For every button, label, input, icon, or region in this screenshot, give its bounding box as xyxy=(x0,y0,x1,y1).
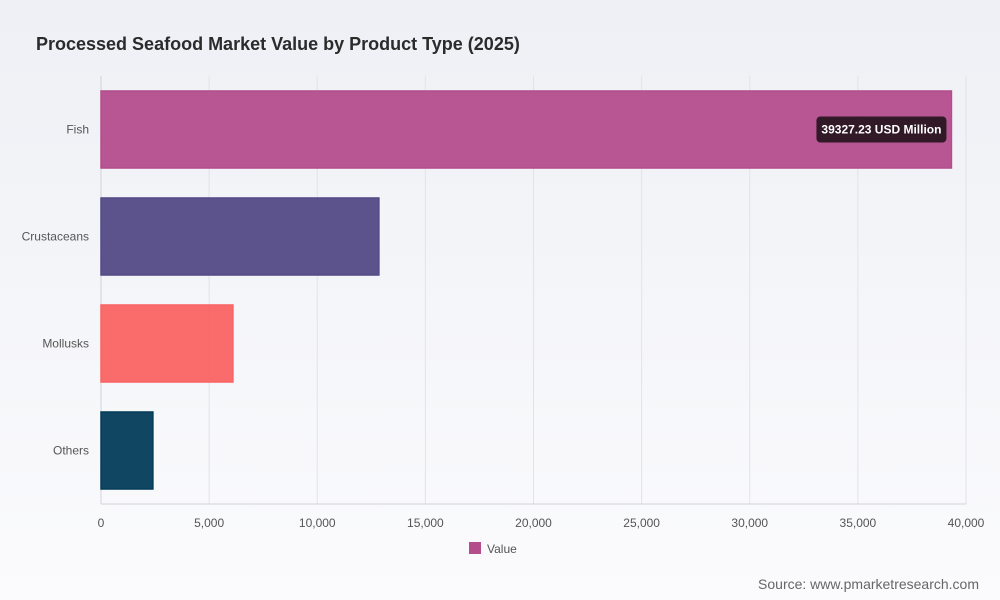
x-tick-label: 15,000 xyxy=(407,516,444,530)
chart-title: Processed Seafood Market Value by Produc… xyxy=(36,34,520,54)
x-tick-label: 25,000 xyxy=(623,516,660,530)
x-tick-label: 40,000 xyxy=(948,516,985,530)
y-tick-label: Others xyxy=(53,444,89,458)
x-tick-label: 5,000 xyxy=(194,516,224,530)
bar-fish[interactable] xyxy=(100,90,953,169)
x-tick-label: 10,000 xyxy=(299,516,336,530)
bar-others[interactable] xyxy=(100,411,154,490)
y-tick-label: Mollusks xyxy=(42,337,89,351)
bar-crustaceans[interactable] xyxy=(100,197,380,276)
x-tick-label: 30,000 xyxy=(731,516,768,530)
tooltip-box xyxy=(816,116,947,143)
legend-label[interactable]: Value xyxy=(487,542,517,556)
x-tick-label: 35,000 xyxy=(840,516,877,530)
y-tick-label: Fish xyxy=(66,123,89,137)
bar-mollusks[interactable] xyxy=(100,304,234,383)
x-tick-label: 20,000 xyxy=(515,516,552,530)
y-tick-label: Crustaceans xyxy=(22,230,89,244)
x-tick-label: 0 xyxy=(98,516,105,530)
legend-swatch[interactable] xyxy=(469,542,481,554)
source-note: Source: www.pmarketresearch.com xyxy=(758,576,979,592)
tooltip-text: 39327.23 USD Million xyxy=(821,123,941,137)
